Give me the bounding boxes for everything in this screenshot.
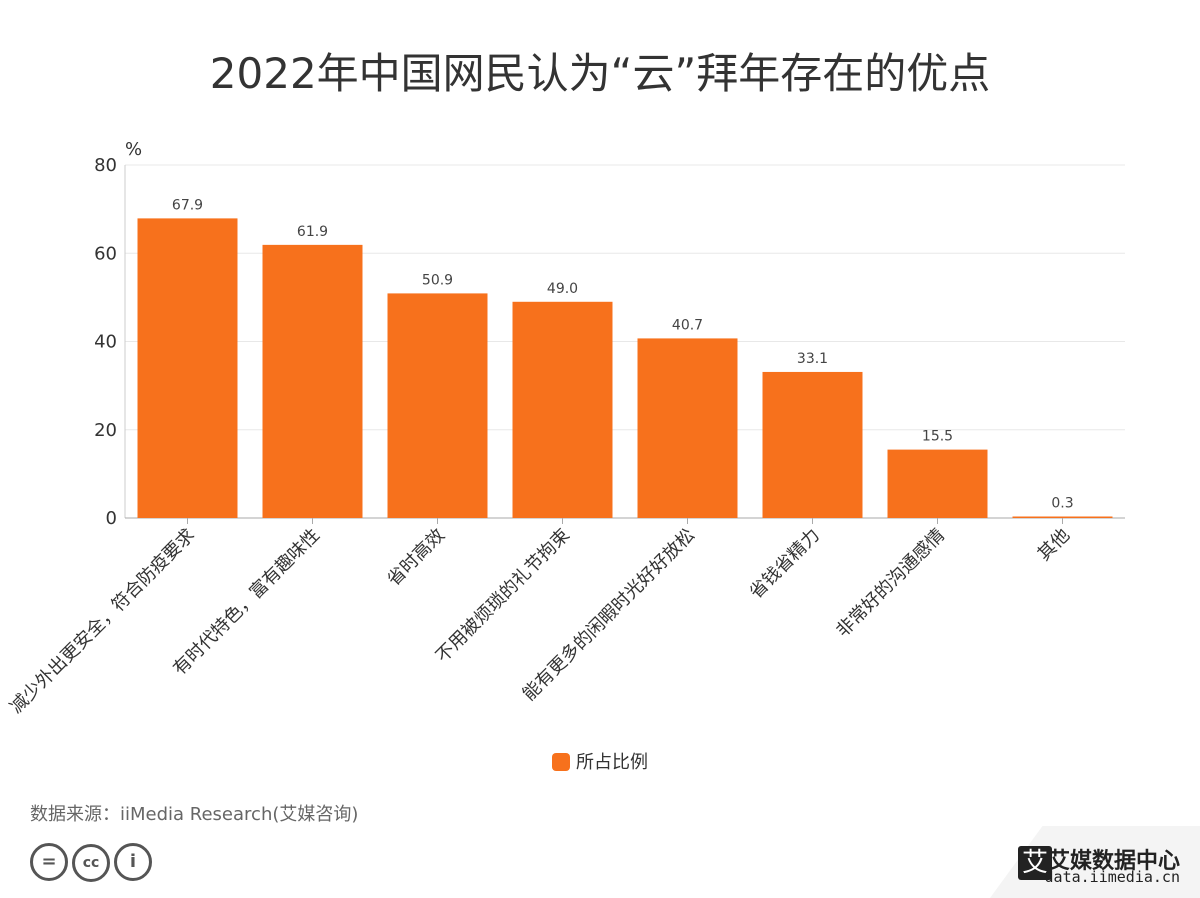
bar[interactable] xyxy=(137,218,238,519)
value-label: 0.3 xyxy=(1051,496,1073,512)
bar[interactable] xyxy=(387,293,488,518)
x-category-label: 减少外出更安全，符合防疫要求 xyxy=(6,525,199,718)
value-label: 49.0 xyxy=(547,281,578,297)
x-category-label: 有时代特色，富有趣味性 xyxy=(169,525,324,680)
brand-logo: 艾 xyxy=(1018,846,1052,880)
bars xyxy=(137,218,1113,519)
y-tick-label: 60 xyxy=(94,243,117,264)
x-category-label: 省时高效 xyxy=(383,525,449,591)
x-category-label: 不用被烦琐的礼节拘束 xyxy=(432,525,574,667)
y-tick-label: 40 xyxy=(94,332,117,353)
bar[interactable] xyxy=(262,244,363,518)
legend[interactable]: 所占比例 xyxy=(0,748,1200,774)
x-category-label: 其他 xyxy=(1034,525,1074,565)
bar[interactable] xyxy=(762,371,863,518)
brand-url: data.iimedia.cn xyxy=(1044,868,1180,886)
cc-icon: cc xyxy=(72,844,110,882)
bar[interactable] xyxy=(637,338,738,518)
y-tick-label: 20 xyxy=(94,420,117,441)
chart-title: 2022年中国网民认为“云”拜年存在的优点 xyxy=(209,49,991,98)
value-label: 40.7 xyxy=(672,317,703,333)
bar-chart: 0 20 40 60 80% 67.9 减少外出更安全，符合防疫要求 61.9 有时代特色，富… xyxy=(6,139,1125,718)
value-label: 33.1 xyxy=(797,351,828,367)
legend-label: 所占比例 xyxy=(576,752,648,773)
person-icon: i xyxy=(114,843,152,881)
y-tick-label: 80 xyxy=(94,155,117,176)
value-label: 61.9 xyxy=(297,224,328,240)
equals-icon: = xyxy=(30,843,68,881)
x-category-label: 非常好的沟通感情 xyxy=(832,525,949,642)
brand-name: 艾媒数据中心 xyxy=(1047,849,1180,874)
y-unit-label: % xyxy=(125,139,142,160)
bar[interactable] xyxy=(1012,516,1113,519)
y-tick-label: 0 xyxy=(106,508,117,529)
legend-swatch xyxy=(552,753,570,771)
bar[interactable] xyxy=(887,449,988,518)
value-label: 50.9 xyxy=(422,272,453,288)
value-label: 15.5 xyxy=(922,429,953,445)
bar[interactable] xyxy=(512,301,613,518)
x-category-label: 省钱省精力 xyxy=(746,525,824,603)
value-label: 67.9 xyxy=(172,197,203,213)
license-icons: = cc i xyxy=(30,843,156,883)
data-source: 数据来源：iiMedia Research(艾媒咨询) xyxy=(30,804,359,825)
